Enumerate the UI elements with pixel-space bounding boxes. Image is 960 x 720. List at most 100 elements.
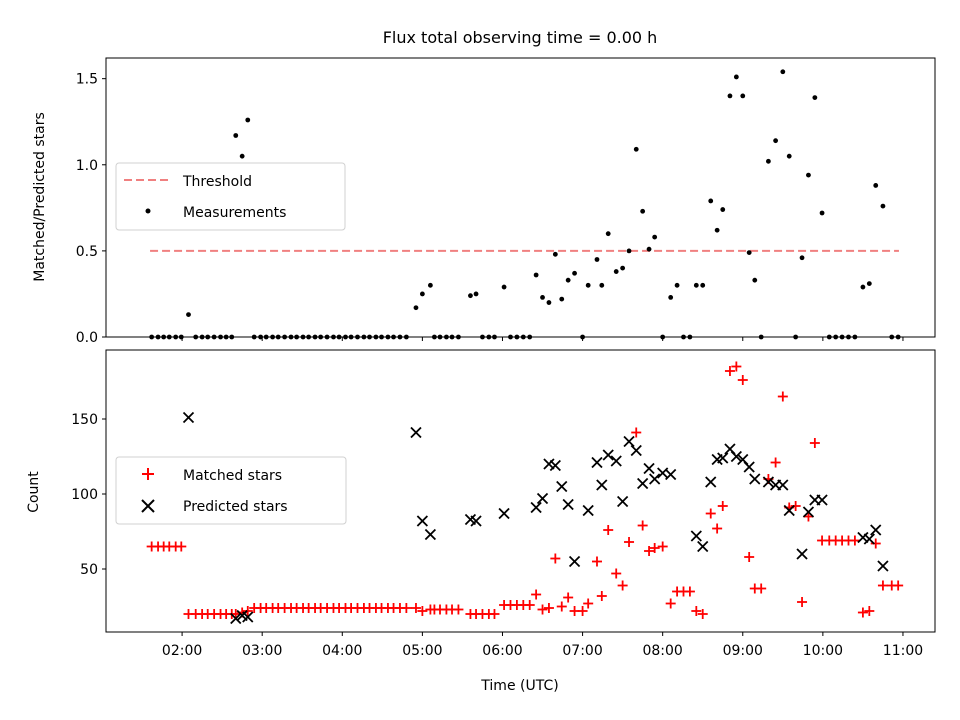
- matched-star-point: [550, 553, 561, 564]
- predicted-star-point: [416, 515, 429, 527]
- measurement-point: [468, 293, 473, 299]
- predicted-star-point: [602, 449, 614, 461]
- x-tick-label: 07:00: [562, 643, 602, 659]
- top-panel: 0.0 0.5 1.0 1.5 Matched/Predicted stars Thr…: [32, 57, 936, 346]
- legend-matched-swatch: [142, 468, 154, 480]
- matched-star-point: [717, 501, 728, 511]
- predicted-star-point: [596, 479, 608, 491]
- predicted-star-point: [616, 495, 629, 508]
- measurement-point: [674, 282, 680, 288]
- measurement-point: [239, 153, 245, 159]
- measurement-point: [613, 269, 619, 274]
- measurement-point: [559, 296, 565, 302]
- measurement-point: [646, 246, 652, 252]
- predicted-star-point: [705, 476, 717, 488]
- predicted-star-point: [796, 548, 808, 560]
- matched-star-point: [603, 525, 614, 535]
- legend-measurements-swatch: [145, 208, 151, 214]
- matched-star-point: [705, 508, 716, 519]
- bottom-legend-box: [115, 456, 347, 525]
- x-tick-label: 08:00: [642, 643, 682, 659]
- predicted-star-point: [630, 444, 642, 457]
- predicted-star-point: [623, 435, 635, 448]
- measurement-point: [552, 251, 558, 257]
- predicted-star-point: [591, 456, 603, 469]
- x-tick-label: 04:00: [322, 643, 362, 659]
- matched-star-point: [617, 580, 628, 591]
- measurement-point: [880, 203, 886, 209]
- predicted-star-point: [530, 501, 542, 514]
- top-x-ticks: [181, 337, 904, 341]
- x-tick-label: 09:00: [723, 643, 763, 659]
- matched-star-point: [596, 591, 607, 601]
- matched-star-point: [877, 580, 888, 591]
- predicted-star-point: [863, 533, 875, 545]
- measurement-point: [620, 265, 626, 271]
- matched-star-point: [744, 552, 755, 562]
- predicted-star-point: [665, 468, 677, 481]
- measurement-point: [413, 305, 419, 311]
- matched-star-point: [583, 598, 594, 609]
- measurement-point: [546, 300, 552, 305]
- matched-star-point: [893, 580, 904, 591]
- matched-star-point: [176, 541, 187, 552]
- matched-star-point: [242, 606, 253, 616]
- measurement-point: [708, 198, 714, 204]
- top-legend-box: [115, 162, 346, 231]
- matched-star-point: [797, 597, 808, 607]
- predicted-star-point: [242, 611, 254, 623]
- predicted-star-point: [690, 530, 702, 542]
- predicted-star-point: [697, 540, 709, 553]
- measurement-point: [626, 248, 632, 254]
- matched-star-point: [724, 366, 735, 376]
- predicted-star-point: [556, 480, 568, 493]
- top-plot-frame: [105, 57, 936, 338]
- measurement-point: [806, 172, 811, 178]
- predicted-star-point: [637, 477, 649, 490]
- matched-star-point: [864, 606, 875, 616]
- matched-star-point: [770, 457, 781, 468]
- matched-star-point: [649, 543, 660, 553]
- predicted-star-point: [610, 455, 622, 467]
- predicted-star-point: [582, 504, 594, 517]
- matched-star-point: [697, 609, 708, 619]
- measurement-point: [633, 146, 639, 152]
- predicted-star-point: [498, 507, 510, 520]
- measurement-point: [599, 282, 605, 288]
- measurement-point: [720, 207, 726, 212]
- measurement-point: [565, 277, 571, 283]
- matched-star-point: [857, 607, 868, 618]
- measurement-point: [594, 257, 600, 262]
- measurement-point: [780, 69, 786, 75]
- measurement-point: [233, 133, 239, 138]
- matched-star-point: [870, 538, 881, 549]
- measurement-point: [799, 255, 805, 261]
- predicted-star-point: [424, 528, 437, 541]
- legend-measurements-label: Measurements: [183, 205, 286, 221]
- measurement-point: [572, 270, 577, 276]
- top-y-tick-label: 0.0: [76, 330, 98, 346]
- predicted-star-point: [717, 452, 729, 464]
- measurement-point: [186, 312, 191, 318]
- measurement-point: [585, 282, 591, 288]
- measurement-point: [866, 281, 872, 287]
- top-y-tick-label: 1.5: [76, 72, 98, 88]
- measurement-point: [427, 282, 433, 288]
- measurement-point: [812, 95, 818, 101]
- matched-star-point: [756, 583, 767, 594]
- matched-star-point: [731, 361, 742, 372]
- matched-star-point: [624, 537, 635, 547]
- predicted-star-point: [762, 476, 775, 488]
- top-y-axis-label: Matched/Predicted stars: [32, 112, 48, 282]
- matched-star-point: [631, 427, 642, 438]
- matched-star-point: [410, 603, 421, 613]
- matched-star-point: [790, 501, 801, 511]
- x-tick-label: 06:00: [482, 643, 522, 659]
- matched-star-point: [401, 603, 412, 613]
- predicted-star-point: [877, 560, 889, 572]
- predicted-star-point: [549, 459, 561, 472]
- measurement-point: [419, 291, 425, 297]
- measurement-point: [860, 284, 866, 290]
- legend-threshold-label: Threshold: [182, 174, 252, 190]
